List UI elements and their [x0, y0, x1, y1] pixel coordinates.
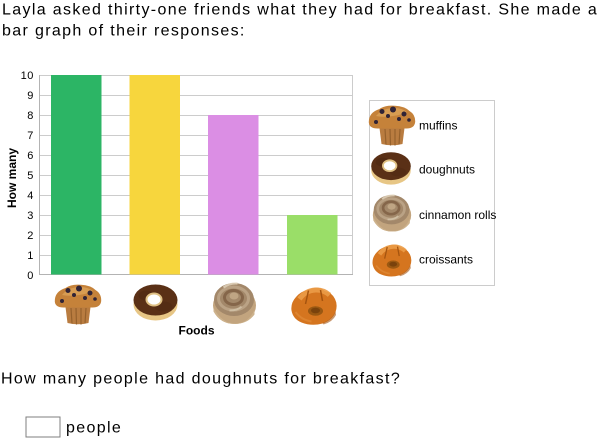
svg-text:How many people had doughnuts: How many people had doughnuts for breakf…: [1, 371, 401, 388]
svg-text:muffins: muffins: [419, 119, 457, 133]
svg-text:6: 6: [27, 150, 34, 162]
svg-text:0: 0: [27, 270, 34, 282]
svg-text:people: people: [66, 420, 122, 437]
svg-text:10: 10: [21, 70, 34, 82]
svg-text:croissants: croissants: [419, 253, 473, 267]
svg-text:3: 3: [27, 210, 34, 222]
svg-text:bar graph of their responses:: bar graph of their responses:: [2, 23, 246, 40]
svg-text:doughnuts: doughnuts: [419, 163, 475, 177]
svg-text:2: 2: [27, 230, 34, 242]
svg-text:8: 8: [27, 110, 34, 122]
svg-text:Foods: Foods: [179, 324, 215, 338]
svg-text:1: 1: [27, 250, 34, 262]
svg-text:cinnamon rolls: cinnamon rolls: [419, 208, 496, 222]
svg-text:Layla asked thirty-one friends: Layla asked thirty-one friends what they…: [2, 2, 598, 19]
svg-text:7: 7: [27, 130, 34, 142]
svg-text:9: 9: [27, 90, 34, 102]
svg-text:5: 5: [27, 170, 34, 182]
svg-text:4: 4: [27, 190, 34, 202]
svg-text:How many: How many: [5, 148, 19, 208]
